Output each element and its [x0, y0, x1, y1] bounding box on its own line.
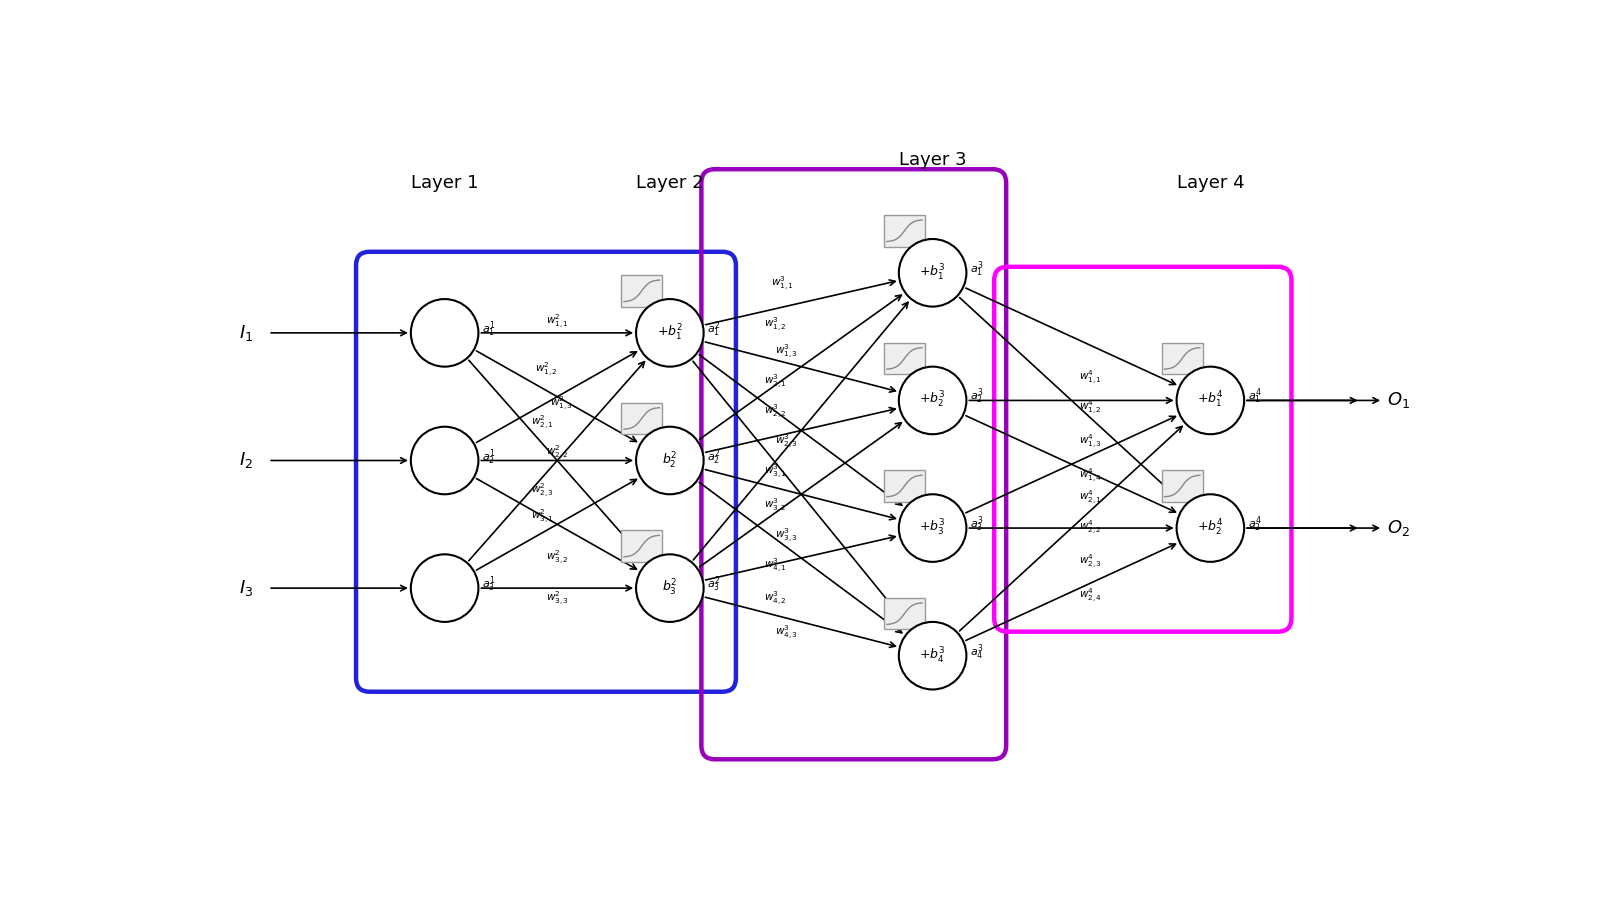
Text: $w^4_{1,3}$: $w^4_{1,3}$: [1078, 432, 1102, 451]
Circle shape: [411, 554, 478, 622]
Text: $I_3$: $I_3$: [238, 579, 253, 598]
Text: $a^3_3$: $a^3_3$: [970, 515, 984, 534]
Circle shape: [637, 427, 704, 494]
FancyBboxPatch shape: [621, 530, 662, 562]
Text: $w^3_{2,2}$: $w^3_{2,2}$: [763, 403, 786, 421]
Text: $w^2_{2,1}$: $w^2_{2,1}$: [531, 414, 554, 432]
Text: $a^4_1$: $a^4_1$: [1248, 387, 1262, 406]
Text: $w^2_{1,3}$: $w^2_{1,3}$: [549, 396, 573, 414]
FancyBboxPatch shape: [883, 215, 925, 247]
Text: $w^3_{3,2}$: $w^3_{3,2}$: [763, 496, 786, 515]
Circle shape: [1176, 494, 1245, 562]
Text: $a^1_3$: $a^1_3$: [482, 575, 496, 594]
Circle shape: [637, 554, 704, 622]
Text: $w^4_{1,1}$: $w^4_{1,1}$: [1078, 369, 1102, 387]
Circle shape: [899, 494, 966, 562]
Text: $w^3_{1,1}$: $w^3_{1,1}$: [771, 275, 794, 293]
FancyBboxPatch shape: [621, 403, 662, 434]
Text: $w^3_{3,3}$: $w^3_{3,3}$: [774, 527, 798, 544]
Circle shape: [411, 427, 478, 494]
Text: $w^2_{1,2}$: $w^2_{1,2}$: [534, 361, 557, 379]
Text: $w^4_{2,4}$: $w^4_{2,4}$: [1078, 587, 1102, 605]
Text: $b^2_3$: $b^2_3$: [662, 578, 678, 598]
Text: $w^4_{2,1}$: $w^4_{2,1}$: [1078, 489, 1102, 507]
Text: $+b^3_4$: $+b^3_4$: [920, 646, 946, 666]
Text: $w^2_{2,2}$: $w^2_{2,2}$: [546, 444, 568, 462]
Text: $w^3_{1,3}$: $w^3_{1,3}$: [774, 343, 798, 361]
Circle shape: [899, 622, 966, 690]
Text: $a^2_2$: $a^2_2$: [707, 447, 722, 466]
FancyBboxPatch shape: [883, 598, 925, 630]
Text: $w^3_{2,1}$: $w^3_{2,1}$: [763, 372, 786, 391]
Text: $w^3_{1,2}$: $w^3_{1,2}$: [763, 317, 786, 335]
FancyBboxPatch shape: [883, 470, 925, 501]
Text: $w^2_{3,1}$: $w^2_{3,1}$: [531, 508, 554, 526]
Text: $+b^4_2$: $+b^4_2$: [1197, 518, 1224, 538]
Text: $w^2_{2,3}$: $w^2_{2,3}$: [531, 482, 554, 500]
Circle shape: [637, 299, 704, 367]
Text: $w^2_{3,2}$: $w^2_{3,2}$: [546, 549, 568, 567]
Circle shape: [899, 367, 966, 434]
Text: $a^4_2$: $a^4_2$: [1248, 515, 1262, 534]
Text: $a^2_1$: $a^2_1$: [707, 319, 722, 339]
Text: $w^4_{1,2}$: $w^4_{1,2}$: [1078, 399, 1102, 417]
Text: $w^3_{2,3}$: $w^3_{2,3}$: [774, 432, 798, 451]
Text: $a^1_1$: $a^1_1$: [482, 319, 496, 339]
Text: $a^3_2$: $a^3_2$: [970, 387, 984, 406]
Circle shape: [899, 239, 966, 307]
Circle shape: [1176, 367, 1245, 434]
Text: $+b^4_1$: $+b^4_1$: [1197, 390, 1224, 411]
Text: $w^4_{2,3}$: $w^4_{2,3}$: [1078, 553, 1102, 570]
Text: $I_1$: $I_1$: [238, 323, 253, 343]
Text: Layer 2: Layer 2: [637, 174, 704, 192]
FancyBboxPatch shape: [883, 343, 925, 374]
Text: $w^3_{4,1}$: $w^3_{4,1}$: [763, 556, 786, 575]
Text: $a^3_1$: $a^3_1$: [970, 259, 984, 279]
Text: $+b^2_1$: $+b^2_1$: [658, 323, 683, 343]
Text: Layer 1: Layer 1: [411, 174, 478, 192]
FancyBboxPatch shape: [1162, 343, 1203, 374]
Text: $w^2_{1,1}$: $w^2_{1,1}$: [546, 312, 568, 331]
Text: $a^2_3$: $a^2_3$: [707, 575, 722, 594]
FancyBboxPatch shape: [1162, 470, 1203, 501]
Text: Layer 3: Layer 3: [899, 152, 966, 170]
Text: $a^3_4$: $a^3_4$: [970, 642, 984, 662]
Text: $w^3_{4,2}$: $w^3_{4,2}$: [763, 590, 786, 608]
Text: $I_2$: $I_2$: [238, 450, 253, 471]
Text: Layer 4: Layer 4: [1176, 174, 1245, 192]
Text: $w^3_{4,3}$: $w^3_{4,3}$: [774, 624, 798, 642]
Text: $w^3_{3,1}$: $w^3_{3,1}$: [763, 463, 786, 481]
Text: $w^4_{2,2}$: $w^4_{2,2}$: [1078, 519, 1102, 537]
Text: $w^2_{3,3}$: $w^2_{3,3}$: [546, 590, 568, 608]
Text: $b^2_2$: $b^2_2$: [662, 450, 678, 471]
Text: $a^1_2$: $a^1_2$: [482, 447, 496, 466]
Circle shape: [411, 299, 478, 367]
Text: $w^4_{1,4}$: $w^4_{1,4}$: [1078, 466, 1102, 484]
Text: $O_2$: $O_2$: [1387, 518, 1410, 538]
Text: $+b^3_3$: $+b^3_3$: [920, 518, 946, 538]
Text: $O_1$: $O_1$: [1387, 390, 1410, 411]
FancyBboxPatch shape: [621, 275, 662, 307]
Text: $+b^3_1$: $+b^3_1$: [920, 263, 946, 283]
Text: $+b^3_2$: $+b^3_2$: [920, 390, 946, 411]
